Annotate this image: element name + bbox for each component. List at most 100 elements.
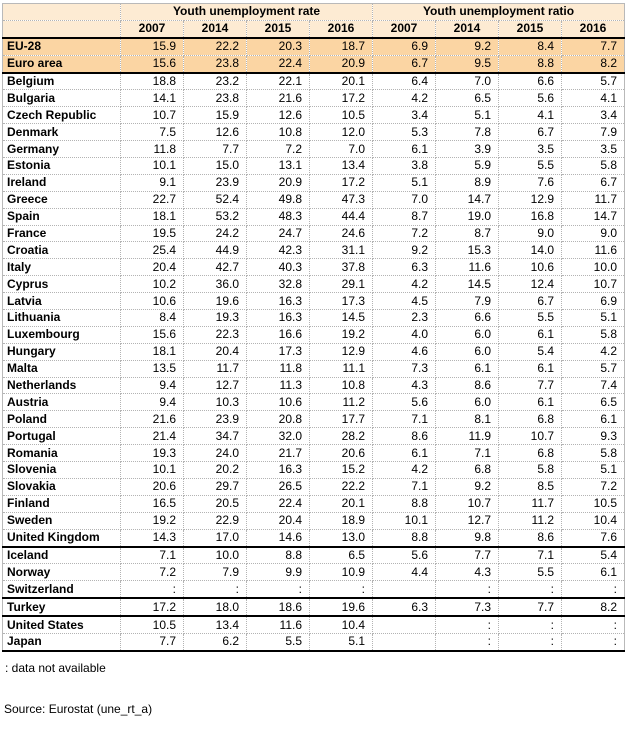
table-cell: 7.9 (183, 563, 247, 582)
table-cell: : (435, 580, 499, 600)
table-cell: 16.5 (120, 495, 184, 513)
country-name: Bulgaria (2, 89, 121, 108)
table-cell: 4.2 (372, 275, 436, 294)
table-cell: : (498, 580, 562, 600)
table-cell: 7.7 (435, 546, 499, 565)
table-cell: 12.4 (498, 275, 562, 294)
table-cell: 8.2 (561, 55, 625, 74)
table-cell: 8.8 (372, 529, 436, 548)
country-name: Italy (2, 258, 121, 277)
table-cell: 13.0 (309, 529, 373, 548)
table-cell: 16.3 (246, 292, 310, 311)
year-header: 2016 (561, 20, 625, 39)
table-cell: 10.0 (183, 546, 247, 565)
table-cell: 8.6 (435, 377, 499, 395)
table-cell: 10.5 (561, 495, 625, 513)
group-header-rate: Youth unemployment rate (120, 3, 373, 21)
table-cell: 16.8 (498, 208, 562, 226)
country-name: Denmark (2, 123, 121, 142)
table-cell: 11.7 (183, 360, 247, 378)
table-cell: 8.4 (498, 37, 562, 56)
table-cell: 8.7 (435, 225, 499, 243)
table-cell: 24.2 (183, 225, 247, 243)
table-cell: 17.7 (309, 410, 373, 429)
table-row: Germany 11.8 7.7 7.2 7.0 6.1 3.9 3.5 3.5 (2, 140, 625, 159)
table-cell: 5.3 (372, 123, 436, 142)
table-cell: 4.6 (372, 343, 436, 361)
table-cell: 5.7 (561, 360, 625, 378)
year-header: 2016 (309, 20, 373, 39)
table-cell: 11.7 (498, 495, 562, 513)
table-cell: 6.0 (435, 343, 499, 361)
table-cell: 7.3 (372, 360, 436, 378)
table-cell: 6.9 (372, 37, 436, 56)
table-cell: 6.2 (183, 633, 247, 652)
table-cell: 3.5 (561, 140, 625, 159)
table-cell: 22.2 (183, 37, 247, 56)
table-cell: 32.0 (246, 427, 310, 446)
table-cell: 22.7 (120, 191, 184, 209)
table-cell: 6.4 (372, 72, 436, 91)
country-name: Luxembourg (2, 326, 121, 344)
table-cell: 7.1 (498, 546, 562, 565)
table-cell: 6.1 (498, 326, 562, 344)
table-cell: 7.0 (309, 140, 373, 159)
table-cell: 23.8 (183, 55, 247, 74)
table-cell: : (498, 633, 562, 652)
table-cell: 12.0 (309, 123, 373, 142)
table-cell: 17.0 (183, 529, 247, 548)
table-cell: 7.9 (435, 292, 499, 311)
table-cell: 37.8 (309, 258, 373, 277)
country-name: Netherlands (2, 377, 121, 395)
table-cell: 11.6 (435, 258, 499, 277)
table-cell: 8.6 (372, 427, 436, 446)
table-cell: 19.6 (309, 598, 373, 618)
table-cell: 10.4 (309, 616, 373, 634)
table-row: Austria 9.4 10.3 10.6 11.2 5.6 6.0 6.1 6.5 (2, 393, 625, 412)
table-cell: 5.1 (372, 174, 436, 192)
table-cell: 10.7 (120, 106, 184, 125)
table-cell: 7.3 (435, 598, 499, 618)
table-cell: 12.6 (246, 106, 310, 125)
table-cell: 6.1 (498, 393, 562, 412)
table-row: Finland 16.5 20.5 22.4 20.1 8.8 10.7 11.7 10.5 (2, 495, 625, 513)
country-name: Lithuania (2, 309, 121, 327)
table-row: Cyprus 10.2 36.0 32.8 29.1 4.2 14.5 12.4 10.7 (2, 275, 625, 294)
country-name: Germany (2, 140, 121, 159)
table-cell: 5.4 (561, 546, 625, 565)
table-cell: 6.7 (498, 292, 562, 311)
table-cell: 23.9 (183, 174, 247, 192)
table-cell: 5.8 (561, 444, 625, 463)
table-cell: 8.8 (372, 495, 436, 513)
table-cell: 8.7 (372, 208, 436, 226)
table-cell: 19.3 (183, 309, 247, 327)
table-row: Portugal 21.4 34.7 32.0 28.2 8.6 11.9 10.7 9.3 (2, 427, 625, 446)
group-header-row: Youth unemployment rate Youth unemployme… (2, 3, 625, 21)
table-cell: 16.3 (246, 461, 310, 479)
country-name: EU-28 (2, 37, 121, 56)
table-cell: 23.9 (183, 410, 247, 429)
table-cell: 16.6 (246, 326, 310, 344)
table-row: Bulgaria 14.1 23.8 21.6 17.2 4.2 6.5 5.6 4.1 (2, 89, 625, 108)
table-cell: 7.1 (120, 546, 184, 565)
table-cell: 10.4 (561, 512, 625, 530)
table-cell: 14.5 (309, 309, 373, 327)
table-cell: 20.1 (309, 495, 373, 513)
table-cell: 19.5 (120, 225, 184, 243)
table-cell: 5.1 (309, 633, 373, 652)
table-cell: 4.2 (561, 343, 625, 361)
table-cell: 9.2 (435, 478, 499, 496)
table-cell: 4.4 (372, 563, 436, 582)
table-cell: 9.4 (120, 393, 184, 412)
year-header-row: 2007 2014 2015 2016 2007 2014 2015 2016 (2, 20, 625, 39)
table-cell: 22.4 (246, 495, 310, 513)
table-cell: 34.7 (183, 427, 247, 446)
table-cell: 6.1 (498, 360, 562, 378)
table-cell: 18.1 (120, 208, 184, 226)
table-cell: 14.1 (120, 89, 184, 108)
table-cell: 52.4 (183, 191, 247, 209)
table-cell: 19.2 (120, 512, 184, 530)
table-cell: 6.3 (372, 598, 436, 618)
table-cell: 15.9 (183, 106, 247, 125)
table-cell: 20.4 (120, 258, 184, 277)
